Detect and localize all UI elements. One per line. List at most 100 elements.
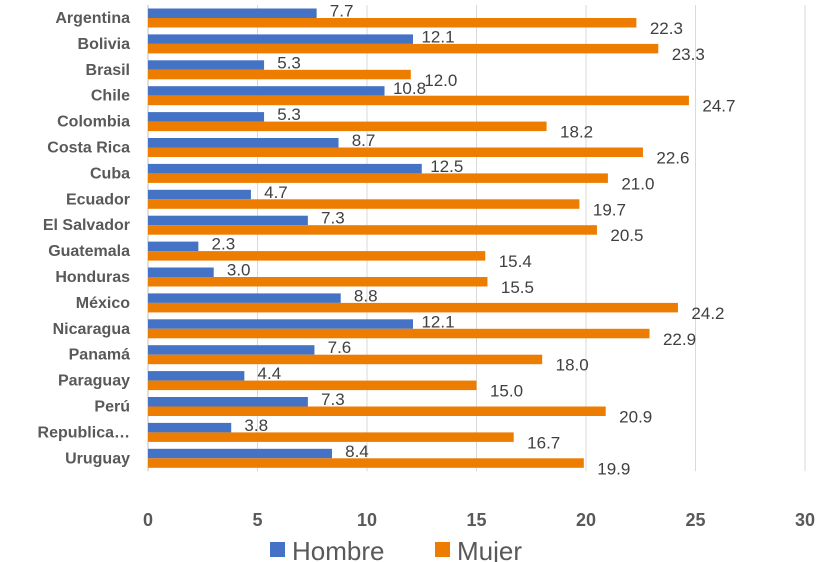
data-labels: 7.7 22.3 12.1 23.3 5.3 12.010.8 24.7 5.3 18.2 8.7…	[212, 2, 736, 479]
data-label-hombre: 5.3	[277, 105, 301, 124]
category-label: Colombia	[57, 114, 130, 131]
value-axis: 0 5 10 15 20 25 30	[143, 510, 815, 530]
data-label-mujer: 16.7	[527, 433, 560, 452]
bar-hombre	[148, 319, 413, 329]
data-label-mujer: 24.7	[702, 97, 735, 116]
bar-mujer	[148, 458, 584, 468]
x-tick-label: 0	[143, 510, 153, 530]
bar-mujer	[148, 277, 488, 287]
data-label-hombre: 7.3	[321, 390, 345, 409]
data-label-hombre: 4.4	[258, 364, 282, 383]
data-label-mujer: 22.3	[650, 19, 683, 38]
category-label: Chile	[91, 88, 130, 105]
data-label-mujer: 15.4	[499, 252, 532, 271]
data-label-hombre: 3.0	[227, 261, 251, 280]
bar-mujer	[148, 302, 678, 313]
category-label: Panamá	[69, 347, 130, 364]
data-label-hombre: 8.7	[352, 131, 376, 150]
bar-hombre	[148, 448, 332, 459]
data-label-mujer: 23.3	[672, 45, 705, 64]
category-label: Perú	[94, 398, 130, 415]
bar-mujer	[148, 406, 606, 416]
category-label: El Salvador	[43, 217, 130, 234]
category-label: Costa Rica	[47, 139, 130, 156]
data-label-hombre: 5.3	[277, 53, 301, 72]
bar-mujer	[148, 432, 514, 442]
category-label: Argentina	[55, 10, 130, 27]
data-label-mujer: 21.0	[621, 174, 654, 193]
bar-mujer	[148, 43, 659, 54]
bar-mujer	[148, 328, 650, 339]
data-label-mujer: 18.0	[556, 356, 589, 375]
x-tick-label: 25	[685, 510, 705, 530]
data-label-hombre: 7.7	[330, 2, 354, 21]
bar-mujer	[148, 199, 580, 209]
bar-hombre	[148, 397, 308, 407]
x-tick-label: 30	[795, 510, 815, 530]
data-label-mujer: 20.9	[619, 408, 652, 427]
data-label-mujer: 20.5	[610, 226, 643, 245]
data-label-mujer: 15.5	[501, 278, 534, 297]
data-label-mujer: 22.9	[663, 330, 696, 349]
data-label-hombre: 8.4	[345, 442, 369, 461]
category-label: Paraguay	[58, 373, 130, 390]
bar-hombre	[148, 163, 422, 174]
data-label-hombre: 7.6	[328, 338, 352, 357]
x-tick-label: 5	[252, 510, 262, 530]
x-tick-label: 20	[576, 510, 596, 530]
data-label-mujer: 18.2	[560, 123, 593, 142]
data-label-mujer: 12.0	[424, 71, 457, 90]
data-label-hombre: 12.1	[421, 312, 454, 331]
legend-label: Mujer	[457, 536, 522, 562]
data-label-mujer: 22.6	[656, 149, 689, 168]
data-label-mujer: 19.9	[597, 459, 630, 478]
bar-hombre	[148, 422, 232, 433]
data-label-hombre: 3.8	[244, 416, 268, 435]
data-label-hombre: 10.8	[393, 79, 426, 98]
category-label: Honduras	[55, 269, 130, 286]
bar-mujer	[148, 354, 543, 365]
data-label-mujer: 15.0	[490, 382, 523, 401]
legend-label: Hombre	[292, 536, 384, 562]
category-label: Cuba	[90, 165, 130, 182]
x-tick-label: 10	[357, 510, 377, 530]
bar-mujer	[148, 95, 689, 106]
category-label: Uruguay	[65, 450, 130, 467]
category-label: Brasil	[86, 62, 130, 79]
category-label: Bolivia	[78, 36, 131, 53]
data-label-mujer: 19.7	[593, 200, 626, 219]
bar-mujer	[148, 380, 477, 391]
bar-mujer	[148, 69, 411, 80]
bar-mujer	[148, 173, 608, 183]
category-label: Nicaragua	[53, 321, 130, 338]
bar-hombre	[148, 215, 308, 226]
gridlines	[147, 5, 806, 472]
bar-hombre	[148, 86, 385, 96]
legend-swatch	[435, 542, 450, 557]
category-label: Guatemala	[48, 243, 130, 260]
bar-hombre	[148, 345, 315, 355]
data-label-hombre: 8.8	[354, 286, 378, 305]
bar-hombre	[148, 112, 265, 122]
bar-hombre	[148, 293, 341, 303]
bar-hombre	[148, 267, 214, 277]
bar-hombre	[148, 8, 317, 18]
data-label-hombre: 7.3	[321, 209, 345, 228]
bars	[148, 8, 689, 468]
bar-hombre	[148, 34, 413, 44]
bar-mujer	[148, 121, 547, 132]
bar-hombre	[148, 189, 251, 200]
category-axis: Argentina Bolivia Brasil Chile Colombia Costa…	[38, 10, 131, 467]
bar-mujer	[148, 251, 486, 261]
data-label-hombre: 4.7	[264, 183, 288, 202]
bar-hombre	[148, 60, 265, 70]
bar-mujer	[148, 18, 637, 28]
legend: Hombre Mujer	[270, 536, 522, 562]
data-label-hombre: 12.5	[430, 157, 463, 176]
data-label-hombre: 2.3	[212, 235, 236, 254]
bar-hombre	[148, 371, 245, 381]
bar-mujer	[148, 225, 597, 235]
bar-hombre	[148, 241, 199, 252]
